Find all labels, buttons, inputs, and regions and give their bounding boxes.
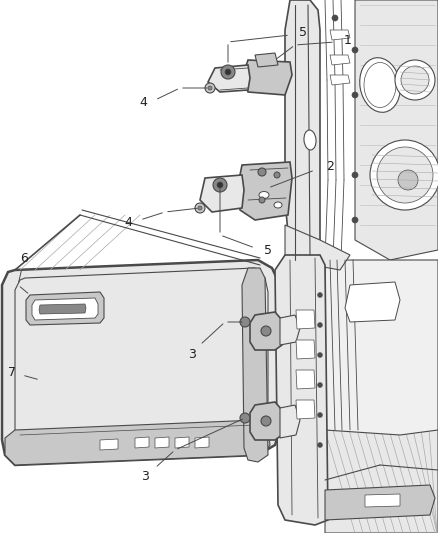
Circle shape xyxy=(318,442,322,448)
Polygon shape xyxy=(355,0,438,260)
Text: 4: 4 xyxy=(124,215,132,229)
Ellipse shape xyxy=(360,58,400,112)
Polygon shape xyxy=(285,225,350,270)
Polygon shape xyxy=(242,268,268,462)
Text: 3: 3 xyxy=(141,470,149,482)
Circle shape xyxy=(352,217,358,223)
Circle shape xyxy=(240,413,250,423)
Polygon shape xyxy=(5,420,270,465)
Circle shape xyxy=(221,65,235,79)
Circle shape xyxy=(240,317,250,327)
Circle shape xyxy=(217,182,223,188)
Circle shape xyxy=(318,413,322,417)
Polygon shape xyxy=(39,304,86,314)
Polygon shape xyxy=(2,260,280,465)
Polygon shape xyxy=(135,437,149,448)
Circle shape xyxy=(258,168,266,176)
Polygon shape xyxy=(255,53,278,67)
Circle shape xyxy=(352,172,358,178)
Polygon shape xyxy=(296,370,315,389)
Polygon shape xyxy=(296,310,315,329)
Text: 5: 5 xyxy=(299,27,307,39)
Polygon shape xyxy=(296,340,315,359)
Polygon shape xyxy=(195,437,209,448)
Polygon shape xyxy=(26,292,104,325)
Circle shape xyxy=(352,47,358,53)
Text: 1: 1 xyxy=(344,34,352,46)
Circle shape xyxy=(398,170,418,190)
Text: 6: 6 xyxy=(20,252,28,264)
Polygon shape xyxy=(208,65,250,92)
Polygon shape xyxy=(365,494,400,507)
Polygon shape xyxy=(200,175,244,212)
Polygon shape xyxy=(280,315,300,345)
Polygon shape xyxy=(345,282,400,322)
Circle shape xyxy=(318,322,322,327)
Circle shape xyxy=(259,197,265,203)
Polygon shape xyxy=(325,260,438,435)
Circle shape xyxy=(195,203,205,213)
Polygon shape xyxy=(155,437,169,448)
Circle shape xyxy=(352,92,358,98)
Polygon shape xyxy=(285,0,320,270)
Circle shape xyxy=(401,66,429,94)
Circle shape xyxy=(261,326,271,336)
Circle shape xyxy=(225,69,231,75)
Polygon shape xyxy=(330,75,350,85)
Ellipse shape xyxy=(259,191,269,198)
Text: 2: 2 xyxy=(326,160,334,174)
Polygon shape xyxy=(250,312,282,350)
Polygon shape xyxy=(175,437,189,448)
Polygon shape xyxy=(242,60,292,95)
Circle shape xyxy=(208,86,212,90)
Polygon shape xyxy=(32,298,98,320)
Polygon shape xyxy=(100,439,118,450)
Circle shape xyxy=(332,15,338,21)
Text: 7: 7 xyxy=(8,366,16,378)
Polygon shape xyxy=(280,405,300,438)
Circle shape xyxy=(318,352,322,358)
Ellipse shape xyxy=(274,202,282,208)
Polygon shape xyxy=(296,400,315,419)
Circle shape xyxy=(318,293,322,297)
Circle shape xyxy=(274,172,280,178)
Polygon shape xyxy=(238,162,292,220)
Circle shape xyxy=(198,206,202,210)
Polygon shape xyxy=(325,420,438,533)
Polygon shape xyxy=(330,55,350,65)
Circle shape xyxy=(318,383,322,387)
Text: 5: 5 xyxy=(264,244,272,256)
Circle shape xyxy=(377,147,433,203)
Text: 4: 4 xyxy=(139,95,147,109)
Circle shape xyxy=(213,178,227,192)
Polygon shape xyxy=(330,30,350,40)
Circle shape xyxy=(205,83,215,93)
Circle shape xyxy=(261,416,271,426)
Polygon shape xyxy=(275,255,328,525)
Polygon shape xyxy=(325,485,435,520)
Polygon shape xyxy=(250,402,282,440)
Text: 3: 3 xyxy=(188,349,196,361)
Ellipse shape xyxy=(304,130,316,150)
Circle shape xyxy=(370,140,438,210)
Circle shape xyxy=(395,60,435,100)
